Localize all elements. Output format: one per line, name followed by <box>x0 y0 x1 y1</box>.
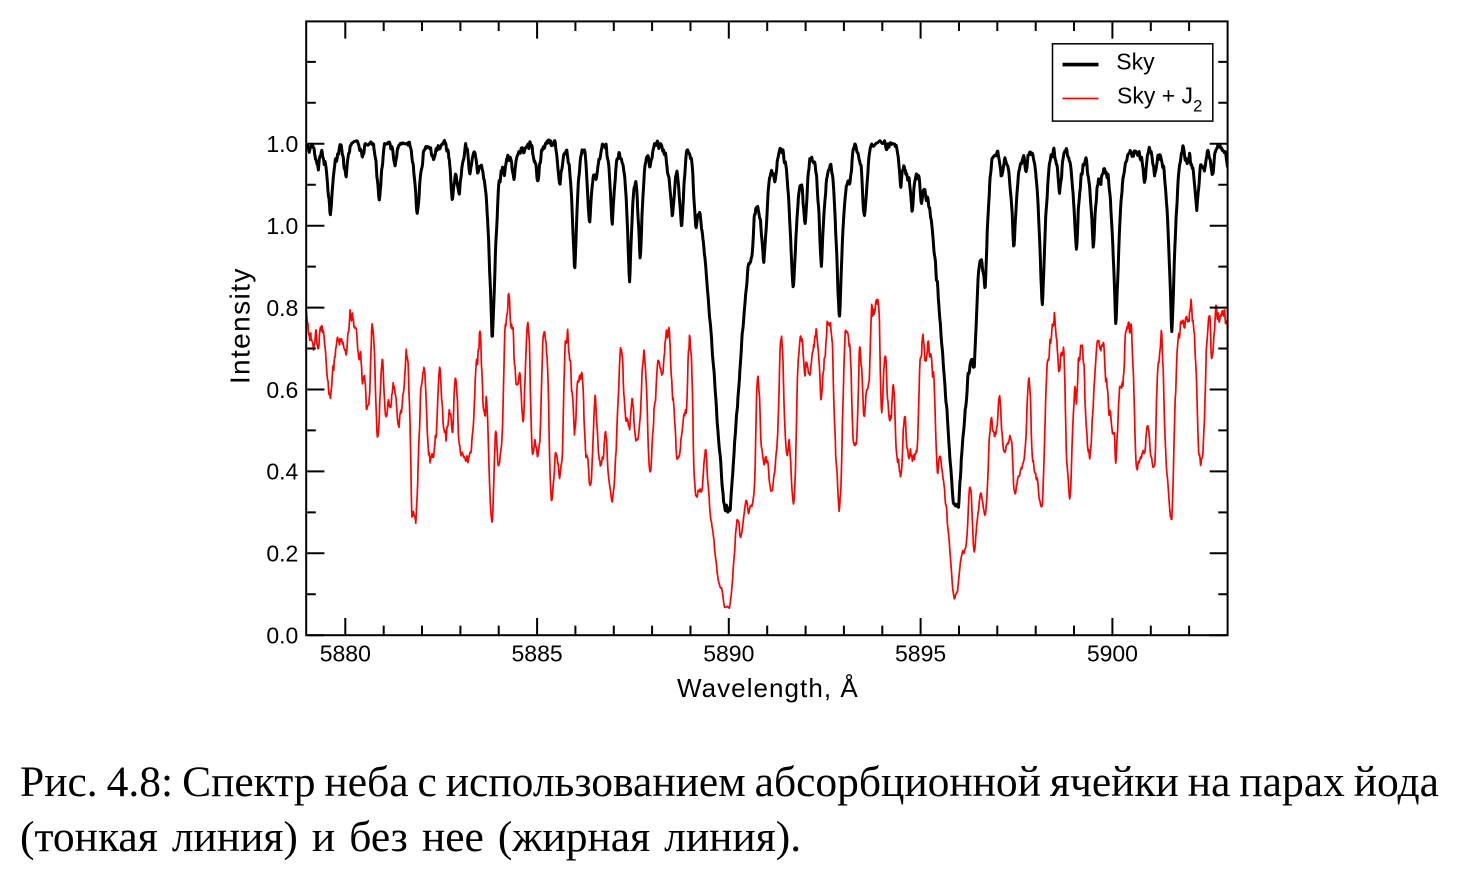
svg-text:Sky: Sky <box>1116 49 1155 75</box>
svg-text:5900: 5900 <box>1087 641 1138 667</box>
svg-text:Wavelength, Å: Wavelength, Å <box>677 673 859 703</box>
svg-text:5895: 5895 <box>895 641 946 667</box>
svg-text:5890: 5890 <box>703 641 754 667</box>
svg-text:Intensity: Intensity <box>225 267 256 384</box>
svg-text:0.8: 0.8 <box>266 295 298 321</box>
svg-text:5880: 5880 <box>320 641 371 667</box>
svg-text:0.2: 0.2 <box>266 541 298 567</box>
svg-text:1.0: 1.0 <box>266 213 298 239</box>
svg-text:0.6: 0.6 <box>266 377 298 403</box>
svg-text:5885: 5885 <box>512 641 563 667</box>
svg-text:Sky + J2: Sky + J2 <box>1117 83 1202 116</box>
svg-text:1.0: 1.0 <box>266 131 298 157</box>
svg-text:0.0: 0.0 <box>266 623 298 649</box>
svg-text:0.4: 0.4 <box>266 459 298 485</box>
